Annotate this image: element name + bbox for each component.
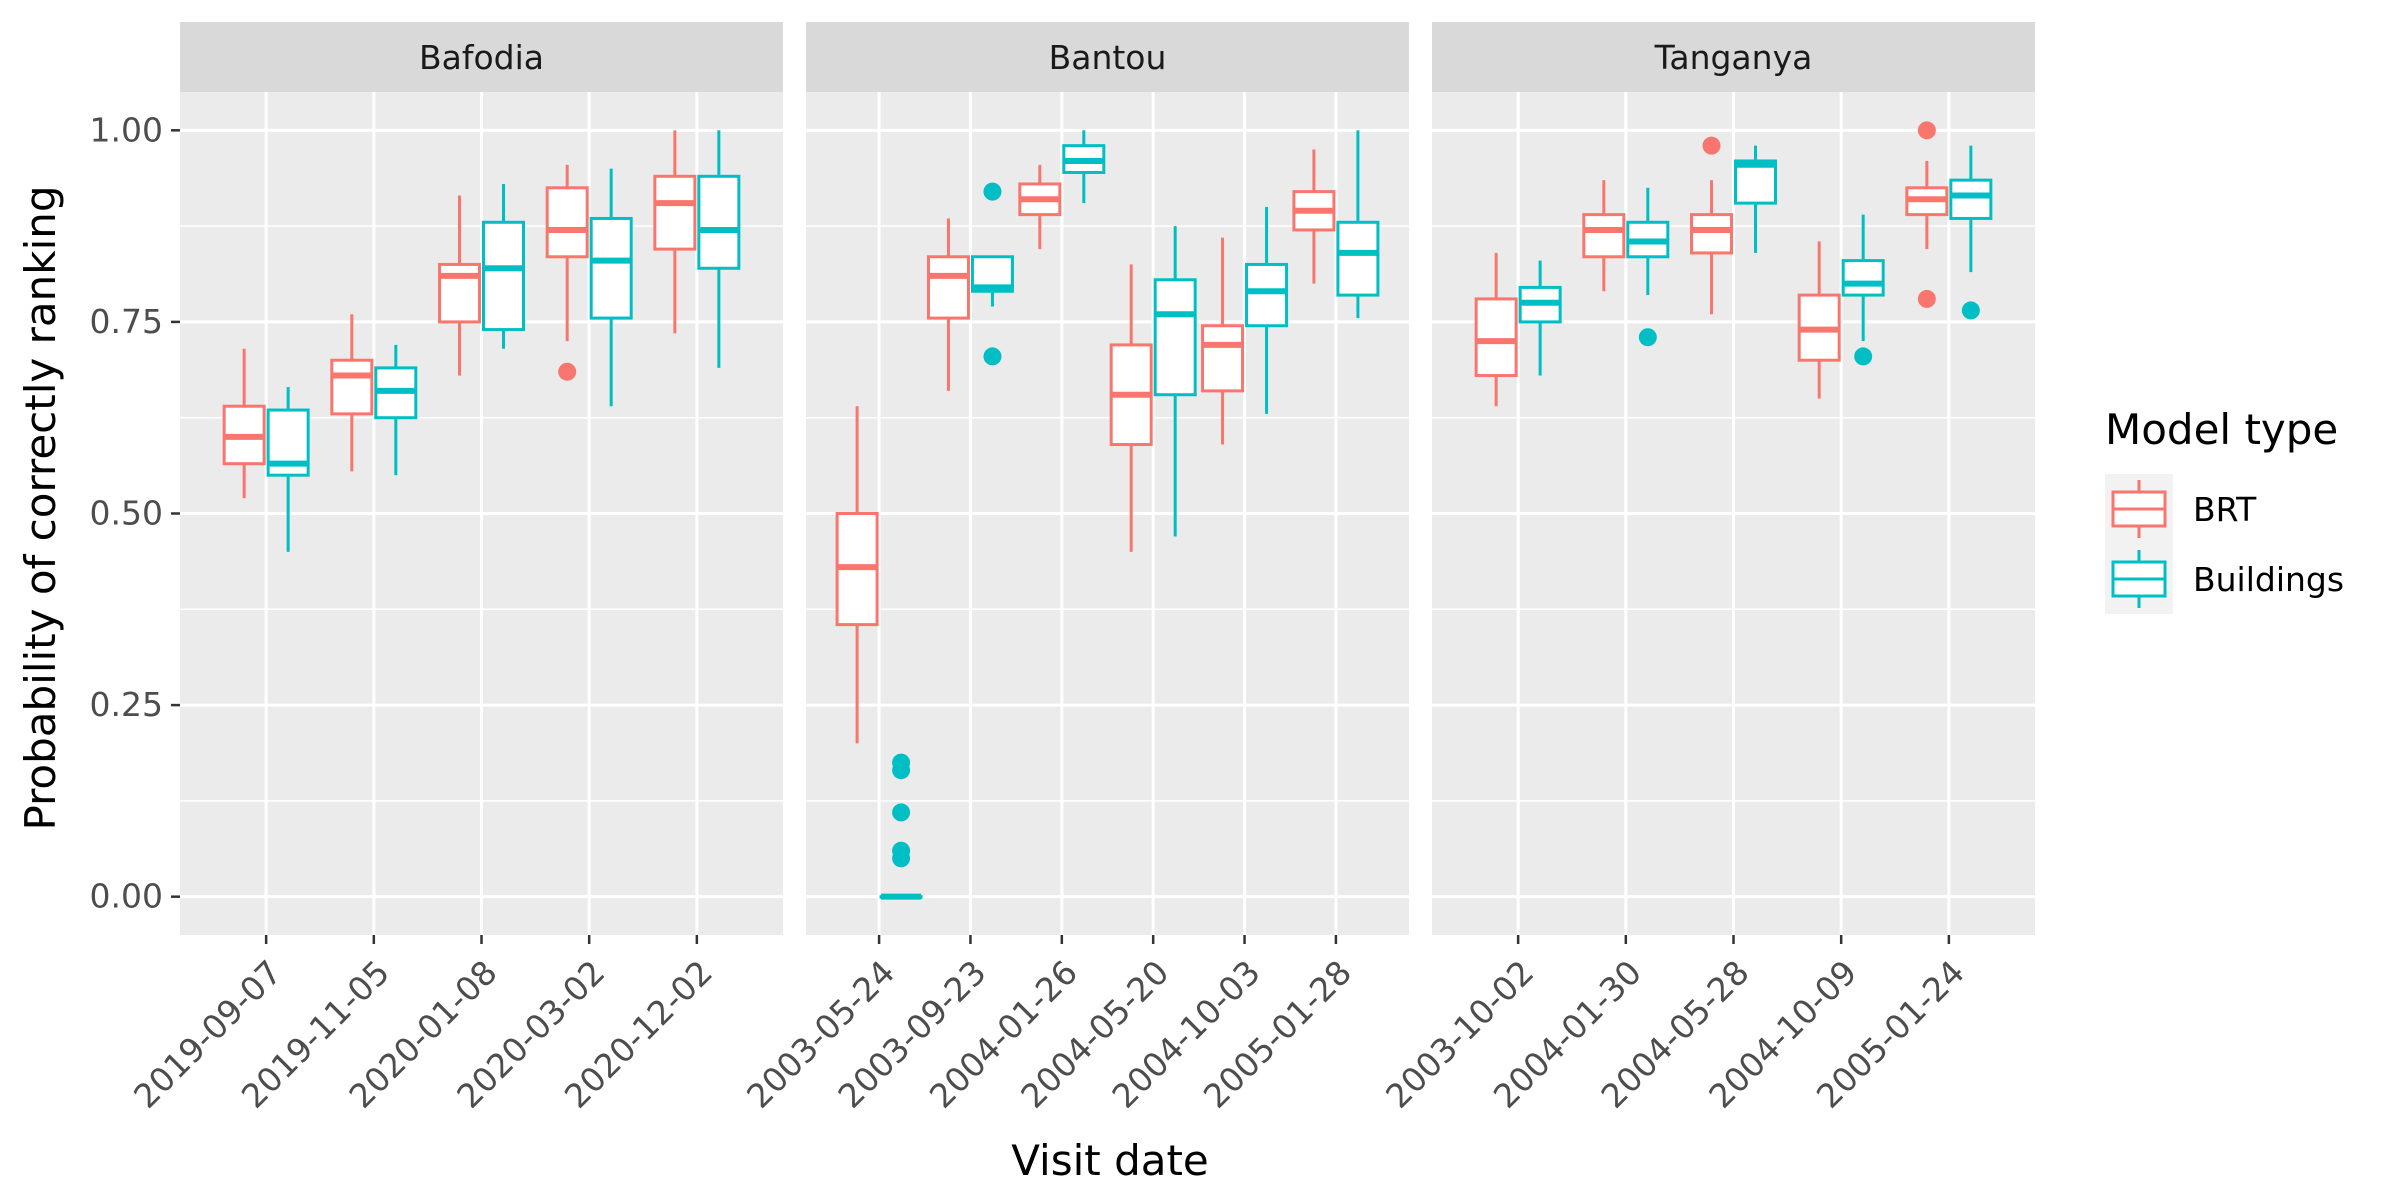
box-buildings <box>879 753 923 900</box>
legend-title: Model type <box>2105 405 2338 454</box>
box-brt <box>438 195 481 376</box>
legend: Model type BRT Buildings <box>2105 405 2344 614</box>
box-iqr <box>1690 213 1733 255</box>
box-iqr <box>330 358 374 416</box>
legend-key-buildings: Buildings <box>2105 544 2344 614</box>
box-buildings <box>1245 206 1289 414</box>
y-tick-label: 1.00 <box>90 110 163 149</box>
box-iqr <box>1734 159 1777 205</box>
box-brt <box>1109 264 1153 552</box>
box-iqr <box>1336 220 1380 297</box>
y-tick-label: 0.75 <box>90 302 163 341</box>
facet-panels: Bafodia2019-09-072019-11-052020-01-08202… <box>126 22 2035 1116</box>
box-iqr <box>1582 213 1626 259</box>
facet-strip <box>180 22 783 92</box>
box-buildings <box>1841 214 1885 366</box>
box-iqr <box>653 174 697 251</box>
box-iqr <box>545 186 589 259</box>
outlier-point <box>1638 328 1657 347</box>
box-buildings <box>374 344 418 476</box>
y-tick-label: 0.25 <box>90 685 163 724</box>
box-iqr <box>1245 262 1289 328</box>
y-tick-label: 0.50 <box>90 494 163 533</box>
box-brt <box>1474 252 1518 407</box>
legend-keys: BRT Buildings <box>2105 474 2344 614</box>
box-iqr <box>482 220 525 332</box>
outlier-point <box>1917 121 1936 140</box>
box-buildings <box>482 183 525 349</box>
facet-panel: Bafodia2019-09-072019-11-052020-01-08202… <box>126 22 783 1116</box>
facet-strip <box>806 22 1409 92</box>
box-buildings <box>1626 187 1670 347</box>
box-buildings <box>1949 145 1993 320</box>
x-axis-title: Visit date <box>1011 1136 1209 1185</box>
facet-strip-label: Bantou <box>1049 38 1167 77</box>
y-axis-title: Probability of correctly ranking <box>16 185 65 830</box>
box-brt <box>1292 149 1336 284</box>
box-brt <box>330 314 374 472</box>
outlier-point <box>983 347 1002 366</box>
outlier-point <box>1854 347 1873 366</box>
box-buildings <box>1062 130 1106 204</box>
box-buildings <box>1336 130 1380 319</box>
box-iqr <box>1841 259 1885 297</box>
legend-key-brt: BRT <box>2105 474 2257 544</box>
box-iqr <box>1153 278 1197 397</box>
facet-panel: Tanganya2003-10-022004-01-302004-05-2820… <box>1378 22 2035 1116</box>
box-brt <box>1797 241 1841 399</box>
box-brt <box>835 406 879 744</box>
box-brt <box>1018 164 1062 250</box>
outlier-point <box>892 841 911 860</box>
legend-label: BRT <box>2193 490 2257 529</box>
outlier-point <box>558 362 577 381</box>
box-brt <box>653 130 697 334</box>
legend-label: Buildings <box>2193 560 2344 599</box>
outlier-point <box>1961 301 1980 320</box>
outlier-point <box>1702 136 1721 155</box>
box-brt <box>926 218 970 391</box>
box-brt <box>1690 136 1733 315</box>
box-buildings <box>1734 145 1777 253</box>
box-brt <box>1905 121 1949 308</box>
box-buildings <box>1518 260 1562 376</box>
box-brt <box>1201 237 1245 445</box>
facet-strip-label: Bafodia <box>419 38 544 77</box>
box-iqr <box>697 174 741 270</box>
box-buildings <box>697 130 741 368</box>
box-iqr <box>926 255 970 320</box>
facet-panel: Bantou2003-05-242003-09-232004-01-262004… <box>739 22 1409 1116</box>
box-buildings <box>1153 226 1197 537</box>
box-iqr <box>1474 297 1518 378</box>
y-tick-label: 0.00 <box>90 877 163 916</box>
facet-strip <box>1432 22 2035 92</box>
box-buildings <box>589 168 633 407</box>
box-brt <box>1582 180 1626 292</box>
outlier-point <box>1917 289 1936 308</box>
outlier-point <box>892 753 911 772</box>
box-brt <box>545 164 589 381</box>
outlier-point <box>983 182 1002 201</box>
box-iqr <box>589 216 633 320</box>
box-iqr <box>1201 324 1245 393</box>
outlier-point <box>892 803 911 822</box>
y-axis: 0.00 0.25 0.50 0.75 1.00 <box>90 110 180 916</box>
box-buildings <box>266 387 310 552</box>
box-buildings <box>970 182 1014 366</box>
facet-strip-label: Tanganya <box>1654 38 1813 77</box>
box-brt <box>222 348 266 499</box>
box-iqr <box>1949 178 1993 220</box>
